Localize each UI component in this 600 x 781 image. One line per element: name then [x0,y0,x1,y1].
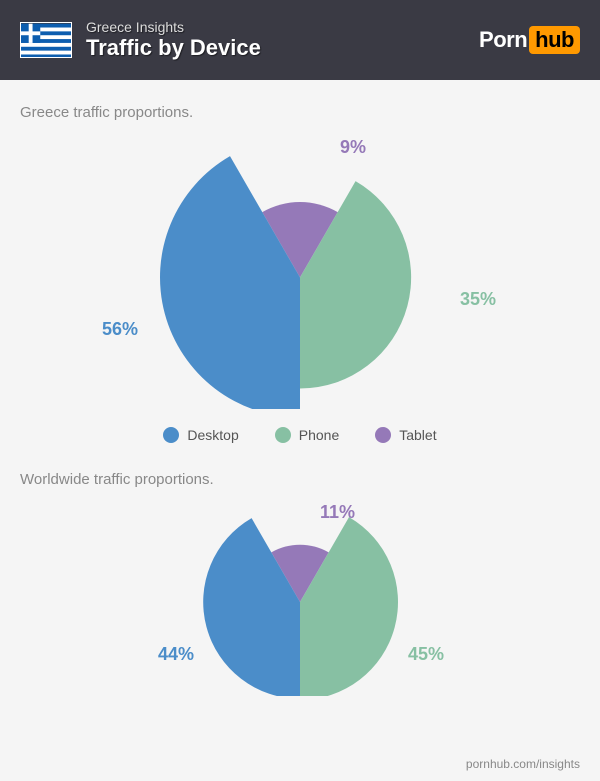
header-title: Traffic by Device [86,35,261,61]
chart2-area: 11% 45% 44% [150,496,450,696]
chart2-value-phone: 45% [408,644,444,665]
legend-tablet-swatch [375,427,391,443]
logo-right: hub [529,26,580,54]
chart2-label: Worldwide traffic proportions. [20,471,580,488]
legend-tablet-label: Tablet [399,427,436,443]
legend-phone-swatch [275,427,291,443]
legend-desktop-label: Desktop [187,427,238,443]
header: Greece Insights Traffic by Device Porn h… [0,0,600,80]
chart2-slice-desktop [203,518,300,696]
chart1-label: Greece traffic proportions. [20,104,580,121]
chart2-slice-phone [300,517,398,696]
chart1-value-tablet: 9% [340,137,366,158]
legend: Desktop Phone Tablet [20,427,580,443]
logo-left: Porn [479,27,527,53]
brand-logo: Porn hub [479,26,580,54]
chart1-area: 9% 35% 56% [90,129,510,409]
chart2-value-desktop: 44% [158,644,194,665]
content: Greece traffic proportions. 9% 35% 56% Des… [0,80,600,696]
footer-link: pornhub.com/insights [466,757,580,771]
chart1-slice-desktop [160,156,300,409]
chart1-value-desktop: 56% [102,319,138,340]
chart2-value-tablet: 11% [320,502,355,523]
chart1-value-phone: 35% [460,289,496,310]
chart2-polar [150,496,450,696]
header-text: Greece Insights Traffic by Device [86,19,261,61]
greece-flag-icon [20,22,72,58]
legend-desktop: Desktop [163,427,238,443]
header-subtitle: Greece Insights [86,19,261,35]
chart1-polar [90,129,510,409]
legend-phone: Phone [275,427,339,443]
legend-tablet: Tablet [375,427,436,443]
legend-desktop-swatch [163,427,179,443]
legend-phone-label: Phone [299,427,339,443]
